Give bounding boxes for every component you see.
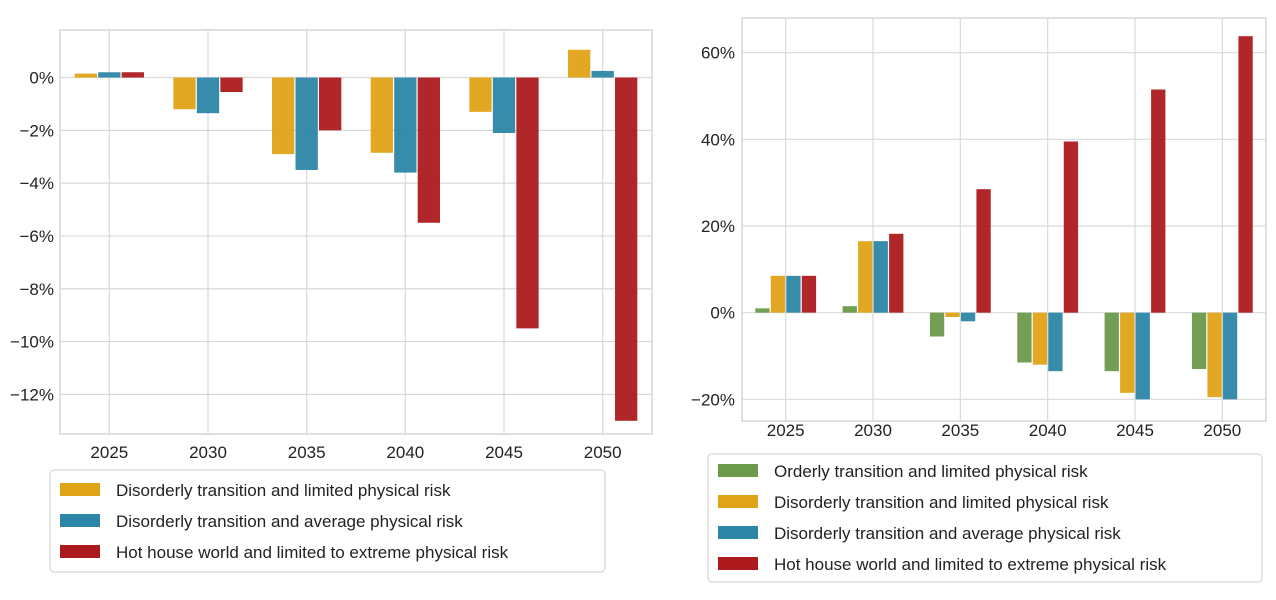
bar-hot-house-2045 xyxy=(1151,89,1166,313)
right-xtick-label: 2050 xyxy=(1203,421,1241,440)
bar-disorderly-average-2045 xyxy=(492,77,516,133)
bar-orderly-2045 xyxy=(1104,312,1119,372)
bar-disorderly-limited-2035 xyxy=(272,77,295,155)
left-plot-area xyxy=(59,29,653,435)
bar-orderly-2030 xyxy=(842,306,857,313)
right-xtick-label: 2045 xyxy=(1116,421,1154,440)
left-x-axis: 2025 2030 2035 2040 2045 2050 xyxy=(90,443,621,462)
bar-hot-house-2030 xyxy=(220,77,243,93)
bar-disorderly-limited-2050 xyxy=(1207,312,1222,398)
bar-orderly-2025 xyxy=(755,308,770,313)
bar-hot-house-2030 xyxy=(889,233,904,313)
bar-hot-house-2025 xyxy=(121,72,144,78)
left-y-axis: 0% −2% −4% −6% −8% −10% −12% xyxy=(10,69,54,405)
right-bars xyxy=(755,36,1253,400)
bar-hot-house-2040 xyxy=(1063,141,1079,313)
right-plot-area xyxy=(741,17,1267,422)
right-gridlines xyxy=(742,18,1266,421)
bar-disorderly-limited-2040 xyxy=(370,77,393,153)
bar-disorderly-average-2030 xyxy=(873,241,888,313)
legend-swatch xyxy=(60,545,100,558)
chart-left: 0% −2% −4% −6% −8% −10% −12% 2025 2030 2… xyxy=(10,29,653,573)
left-xtick-label: 2040 xyxy=(386,443,424,462)
right-xtick-label: 2035 xyxy=(941,421,979,440)
bar-orderly-2050 xyxy=(1191,312,1207,369)
left-ytick-label: −8% xyxy=(20,280,55,299)
legend-swatch xyxy=(718,557,758,570)
bar-disorderly-average-2045 xyxy=(1135,312,1150,400)
bar-disorderly-limited-2045 xyxy=(1120,312,1135,393)
left-ytick-label: −10% xyxy=(10,333,54,352)
bar-disorderly-average-2035 xyxy=(960,312,976,322)
left-ytick-label: 0% xyxy=(29,69,54,88)
bar-disorderly-limited-2030 xyxy=(858,241,873,313)
legend-label: Disorderly transition and limited physic… xyxy=(774,493,1109,512)
legend-swatch xyxy=(718,464,758,477)
right-x-axis: 2025 2030 2035 2040 2045 2050 xyxy=(767,421,1241,440)
left-bars xyxy=(74,49,638,421)
left-ytick-label: −6% xyxy=(20,227,55,246)
right-ytick-label: 0% xyxy=(710,304,735,323)
bar-hot-house-2035 xyxy=(319,77,342,131)
right-y-axis: 60% 40% 20% 0% −20% xyxy=(691,44,735,410)
legend-label: Disorderly transition and average physic… xyxy=(774,524,1121,543)
bar-hot-house-2045 xyxy=(516,77,539,329)
bar-disorderly-limited-2025 xyxy=(74,73,97,78)
bar-hot-house-2050 xyxy=(1238,36,1253,313)
bar-disorderly-average-2040 xyxy=(1048,312,1063,372)
legend-swatch xyxy=(60,483,100,496)
right-ytick-label: 20% xyxy=(701,217,735,236)
bar-disorderly-average-2030 xyxy=(196,77,220,114)
left-xtick-label: 2025 xyxy=(90,443,128,462)
left-xtick-label: 2030 xyxy=(189,443,227,462)
left-xtick-label: 2045 xyxy=(485,443,523,462)
chart-right: 60% 40% 20% 0% −20% 2025 2030 2035 2040 … xyxy=(691,17,1267,583)
bar-hot-house-2040 xyxy=(417,77,440,223)
legend-label: Disorderly transition and limited physic… xyxy=(116,481,451,500)
right-xtick-label: 2025 xyxy=(767,421,805,440)
left-xtick-label: 2050 xyxy=(584,443,622,462)
bar-disorderly-average-2025 xyxy=(98,72,121,78)
bar-disorderly-average-2050 xyxy=(1222,312,1238,400)
legend-swatch xyxy=(718,526,758,539)
left-ytick-label: −4% xyxy=(20,174,55,193)
legend-label: Orderly transition and limited physical … xyxy=(774,462,1088,481)
legend-label: Hot house world and limited to extreme p… xyxy=(116,543,509,562)
left-xtick-label: 2035 xyxy=(288,443,326,462)
right-ytick-label: −20% xyxy=(691,390,735,409)
bar-disorderly-limited-2030 xyxy=(173,77,196,110)
bar-disorderly-average-2035 xyxy=(295,77,318,170)
left-legend: Disorderly transition and limited physic… xyxy=(49,469,606,573)
right-ytick-label: 40% xyxy=(701,130,735,149)
bar-orderly-2035 xyxy=(929,312,945,337)
bar-disorderly-limited-2035 xyxy=(945,312,960,317)
legend-label: Hot house world and limited to extreme p… xyxy=(774,555,1167,574)
right-legend: Orderly transition and limited physical … xyxy=(707,453,1263,583)
legend-label: Disorderly transition and average physic… xyxy=(116,512,463,531)
bar-hot-house-2050 xyxy=(615,77,638,421)
bar-disorderly-limited-2025 xyxy=(770,275,786,313)
legend-swatch xyxy=(60,514,100,527)
bar-disorderly-average-2050 xyxy=(591,70,614,78)
right-xtick-label: 2030 xyxy=(854,421,892,440)
legend-swatch xyxy=(718,495,758,508)
bar-disorderly-limited-2050 xyxy=(568,49,591,78)
bar-disorderly-limited-2045 xyxy=(469,77,492,112)
left-ytick-label: −2% xyxy=(20,121,55,140)
bar-orderly-2040 xyxy=(1017,312,1032,363)
right-xtick-label: 2040 xyxy=(1029,421,1067,440)
right-ytick-label: 60% xyxy=(701,44,735,63)
bar-disorderly-average-2025 xyxy=(786,275,801,313)
left-ytick-label: −12% xyxy=(10,385,54,404)
bar-hot-house-2025 xyxy=(801,275,817,313)
bar-hot-house-2035 xyxy=(976,189,991,313)
bar-disorderly-average-2040 xyxy=(394,77,417,173)
bar-disorderly-limited-2040 xyxy=(1032,312,1048,365)
